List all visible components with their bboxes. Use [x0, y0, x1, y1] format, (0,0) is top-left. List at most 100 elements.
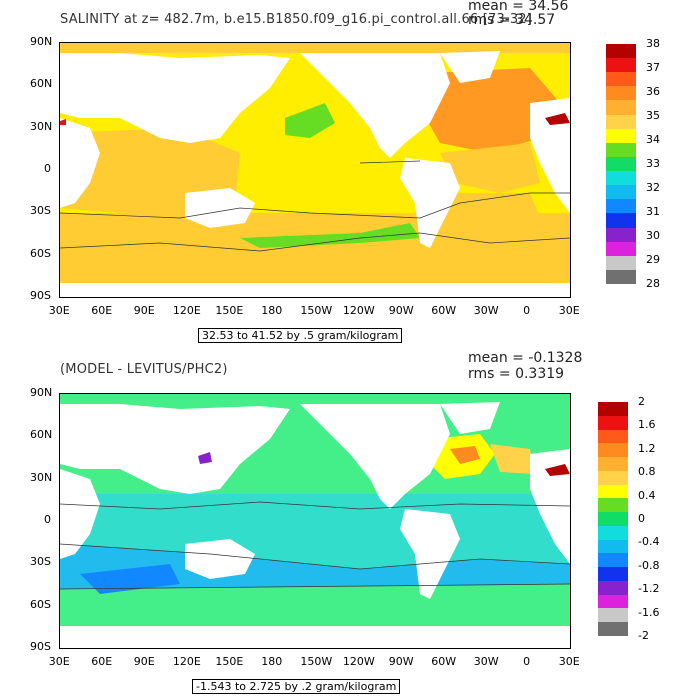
- panel2-colorbar-label: -0.4: [638, 535, 660, 549]
- panel2-colorbar-cell: [598, 484, 628, 499]
- panel2-range-box: -1.543 to 2.725 by .2 gram/kilogram: [192, 679, 401, 694]
- panel2-atlantic-gold: [490, 444, 535, 474]
- panel2-colorbar-cell: [598, 622, 628, 637]
- panel2-colorbar-label: 1.2: [638, 441, 656, 455]
- panel1-green-npac: [285, 103, 335, 138]
- panel1-lat-label: 60S: [30, 246, 51, 260]
- panel1-north-atlantic: [420, 68, 560, 153]
- panel1-lon-label: 0: [523, 304, 531, 317]
- panel2-land-africa-west: [530, 449, 570, 564]
- panel2-lon-label: 60W: [431, 655, 457, 668]
- panel2-colorbar-cell: [598, 608, 628, 623]
- panel1-colorbar-cell: [606, 241, 636, 257]
- panel2-lat-label: 90N: [30, 386, 53, 399]
- panel2-contour-c: [60, 583, 570, 590]
- panel1-land-greenland: [440, 51, 500, 83]
- panel2-colorbar-label: 2: [638, 395, 645, 408]
- panel2-colorbar-cell: [598, 539, 628, 554]
- panel1-colorbar-cell: [606, 199, 636, 214]
- panel2-colorbar-label: 0: [638, 512, 645, 525]
- panel1-colorbar-cell: [606, 171, 636, 186]
- panel2-colorbar-cell: [598, 470, 628, 486]
- panel1-southern-band: [60, 213, 570, 283]
- panel1-land-south-america: [400, 158, 460, 248]
- panel2-southern-green: [60, 584, 570, 626]
- panel2-colorbar-label: -1.2: [638, 582, 660, 596]
- panel1-colorbar-cell: [606, 227, 636, 243]
- panel2-colorbar-cell: [598, 429, 628, 444]
- panel1-lon-label: 30E: [558, 304, 580, 317]
- panel2-colorbar-cell: [598, 594, 628, 609]
- panel2-colorbar-label: 1.6: [638, 418, 656, 432]
- panel2-mean: mean = -0.1328: [468, 350, 583, 366]
- panel1-colorbar-cell: [606, 86, 636, 101]
- panel1-title: SALINITY at z= 482.7m, b.e15.B1850.f09_g…: [60, 12, 533, 27]
- panel2-contour-b: [60, 543, 570, 570]
- panel2-land-asia: [60, 404, 290, 494]
- panel2-lon-label: 180: [261, 655, 283, 668]
- panel1-colorbar-label: 29: [646, 253, 660, 266]
- panel1-mean: mean = 34.56: [468, 0, 569, 14]
- panel2-colorbar-cell: [598, 457, 628, 472]
- panel2-atlantic-orange: [450, 446, 480, 464]
- panel2-land-africa-east: [60, 469, 100, 559]
- panel2-colorbar-label: -1.6: [638, 605, 660, 619]
- panel1-colorbar-label: 34: [646, 133, 660, 146]
- panel2-lon-label: 120E: [172, 655, 201, 668]
- panel2-colorbar-cell: [598, 512, 628, 527]
- panel1-land-antarctica: [60, 283, 570, 297]
- panel2-lon-label: 150W: [300, 655, 333, 668]
- panel2-rms: rms = 0.3319: [468, 366, 565, 382]
- panel2-lon-label: 150E: [215, 655, 244, 668]
- panel2-land-antarctica: [60, 626, 570, 648]
- panel1-colorbar-cell: [606, 156, 636, 172]
- panel1-rms: rms = 34.57: [468, 12, 556, 28]
- panel1-colorbar-label: 35: [646, 109, 660, 122]
- panel1-colorbar-label: 36: [646, 85, 660, 98]
- panel1-lon-label: 30E: [48, 304, 70, 317]
- panel2-colorbar-label: -2: [638, 629, 649, 642]
- panel1-colorbar-cell: [606, 213, 636, 229]
- panel2-lon-label: 30W: [473, 655, 499, 668]
- panel1-colorbar-cell: [606, 269, 636, 285]
- panel1-colorbar-label: 30: [646, 229, 660, 242]
- panel1-colorbar-cell: [606, 142, 636, 158]
- panel2-lon-label: 120W: [342, 655, 375, 668]
- panel2-colorbar-cell: [598, 443, 628, 458]
- panel1-range-box: 32.53 to 41.52 by .5 gram/kilogram: [198, 328, 403, 343]
- panel2-colorbar-cell: [598, 580, 628, 596]
- panel1-land-australia: [185, 188, 255, 228]
- panel1-lat-label: 90S: [30, 289, 51, 302]
- panel2-colorbar-cell: [598, 498, 628, 513]
- panel2-land-south-america: [400, 509, 460, 599]
- panel1-contour-a: [60, 192, 570, 219]
- panel1-lat-label: 90N: [30, 35, 53, 48]
- panel1-green-south: [240, 223, 420, 248]
- panel2-lat-label: 60N: [30, 428, 53, 442]
- panel2-med-hotspot: [545, 464, 570, 476]
- panel2-lat-label: 30N: [30, 470, 53, 484]
- panel2-colorbar-cell: [598, 402, 628, 417]
- panel1-lon-label: 90E: [133, 304, 155, 317]
- panel1-lon-label: 150E: [215, 304, 244, 317]
- panel2-lon-label: 90W: [388, 655, 414, 668]
- panel1-lon-label: 120E: [172, 304, 201, 317]
- panel1-colorbar-cell: [606, 100, 636, 116]
- panel2-blue-patch: [80, 564, 180, 594]
- panel1-land-north-america: [300, 53, 450, 158]
- panel1-lon-label: 30W: [473, 304, 499, 317]
- panel1-contour-c: [359, 160, 421, 164]
- panel1-map-svg: [60, 43, 570, 297]
- panel2-lon-label: 0: [523, 655, 531, 668]
- panel2-land-north-america: [300, 404, 450, 509]
- panel1-contour-b: [60, 232, 570, 252]
- panel1-colorbar-cell: [606, 44, 636, 59]
- panel1-map: [59, 42, 571, 298]
- panel2-land-australia: [185, 539, 255, 579]
- panel1-land-asia: [60, 53, 290, 143]
- panel1-atlantic-sub: [440, 143, 540, 193]
- panel1-lat-label: 0: [44, 162, 51, 175]
- panel1-lat-label: 30S: [30, 204, 51, 218]
- panel2-colorbar-label: -0.8: [638, 558, 660, 572]
- panel1-lat-label: 30N: [30, 119, 53, 133]
